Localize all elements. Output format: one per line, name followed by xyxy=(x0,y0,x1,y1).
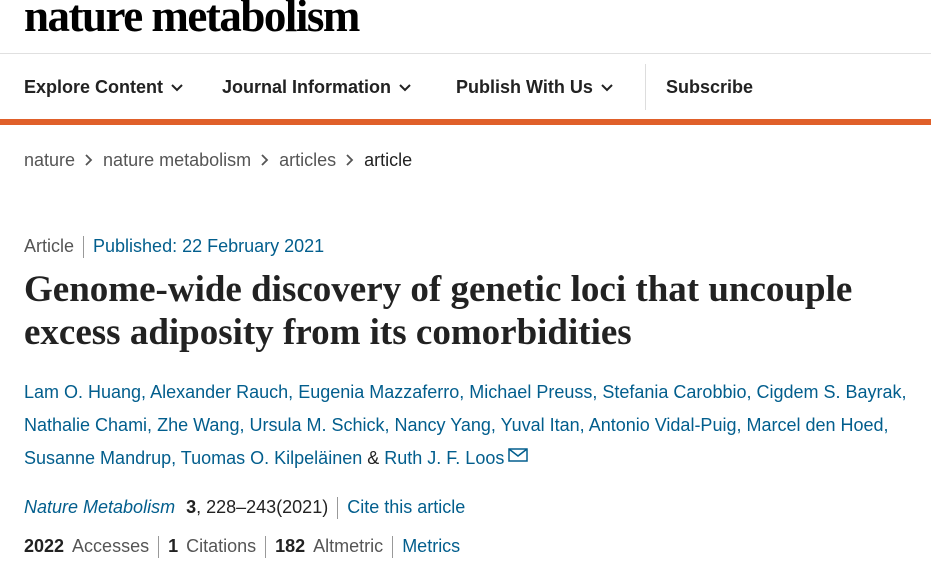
separator xyxy=(158,536,160,559)
metrics-link[interactable]: Metrics xyxy=(402,536,461,556)
nav-label: Publish With Us xyxy=(456,77,593,97)
metric-label: Altmetric xyxy=(313,536,384,556)
accent-bar xyxy=(0,119,931,125)
metric-value: 2022 xyxy=(24,536,65,556)
nav-item[interactable]: Publish With Us xyxy=(456,77,613,98)
breadcrumb[interactable]: articles xyxy=(279,150,337,170)
author[interactable]: Alexander Rauch, xyxy=(150,382,294,402)
metric-value: 1 xyxy=(168,536,179,556)
breadcrumb[interactable]: nature metabolism xyxy=(103,150,252,170)
breadcrumbs: nature nature metabolism articles article xyxy=(24,150,412,171)
author[interactable]: Antonio Vidal-Puig, xyxy=(588,415,742,435)
article-meta: Article Published: 22 February 2021 xyxy=(24,236,325,259)
breadcrumb-chevron xyxy=(261,154,269,166)
breadcrumb-chevron xyxy=(346,154,354,166)
separator xyxy=(337,497,339,520)
author[interactable]: Zhe Wang, xyxy=(157,415,245,435)
breadcrumb-chevron xyxy=(85,154,93,166)
chevron xyxy=(399,84,411,92)
chevron xyxy=(601,84,613,92)
author[interactable]: Cigdem S. Bayrak, xyxy=(756,382,907,402)
author[interactable]: Yuval Itan, xyxy=(500,415,585,435)
article-title: Genome-wide discovery of genetic loci th… xyxy=(24,269,853,353)
nav-label: Explore Content xyxy=(24,77,164,97)
metric-label: Accesses xyxy=(72,536,150,556)
breadcrumb-current: article xyxy=(364,150,413,170)
volume: 3 xyxy=(186,497,197,517)
metric-value: 182 xyxy=(275,536,306,556)
chevron xyxy=(171,84,183,92)
separator xyxy=(83,236,85,259)
journal-name[interactable]: Nature Metabolism xyxy=(24,497,176,517)
author[interactable]: Ursula M. Schick, xyxy=(249,415,390,435)
nav-separator xyxy=(645,64,646,110)
author-list: Lam O. Huang, Alexander Rauch, Eugenia M… xyxy=(24,376,909,475)
breadcrumb[interactable]: nature xyxy=(24,150,76,170)
metric-label: Citations xyxy=(186,536,257,556)
nav-item[interactable]: Explore Content xyxy=(24,77,183,98)
pages-year: , 228–243(2021) xyxy=(196,497,329,517)
author[interactable]: Ruth J. F. Loos xyxy=(384,448,505,468)
citation: Nature Metabolism 3, 228–243(2021) Cite t… xyxy=(24,497,466,520)
nav-item[interactable]: Journal Information xyxy=(222,77,411,98)
author[interactable]: Tuomas O. Kilpeläinen xyxy=(180,448,363,468)
author[interactable]: Nancy Yang, xyxy=(394,415,496,435)
article-type: Article xyxy=(24,236,75,256)
nav-item[interactable]: Subscribe xyxy=(666,77,753,98)
separator xyxy=(392,536,394,559)
author[interactable]: Marcel den Hoed, xyxy=(746,415,889,435)
author[interactable]: Lam O. Huang, xyxy=(24,382,147,402)
header-divider xyxy=(0,53,931,54)
author[interactable]: Michael Preuss, xyxy=(469,382,598,402)
author[interactable]: Susanne Mandrup, xyxy=(24,448,177,468)
separator xyxy=(265,536,267,559)
nav-label: Journal Information xyxy=(222,77,392,97)
cite-link[interactable]: Cite this article xyxy=(347,497,466,517)
metrics-bar: 2022 Accesses 1 Citations 182 Altmetric Metric… xyxy=(24,536,461,559)
published-date: Published: 22 February 2021 xyxy=(93,236,325,256)
author[interactable]: Stefania Carobbio, xyxy=(602,382,752,402)
nav-label: Subscribe xyxy=(666,77,754,97)
author[interactable]: Eugenia Mazzaferro, xyxy=(298,382,465,402)
journal-logo[interactable]: nature metabolism xyxy=(24,0,360,41)
email-icon[interactable] xyxy=(508,448,529,462)
author[interactable]: Nathalie Chami, xyxy=(24,415,153,435)
conjunction: & xyxy=(367,448,380,468)
